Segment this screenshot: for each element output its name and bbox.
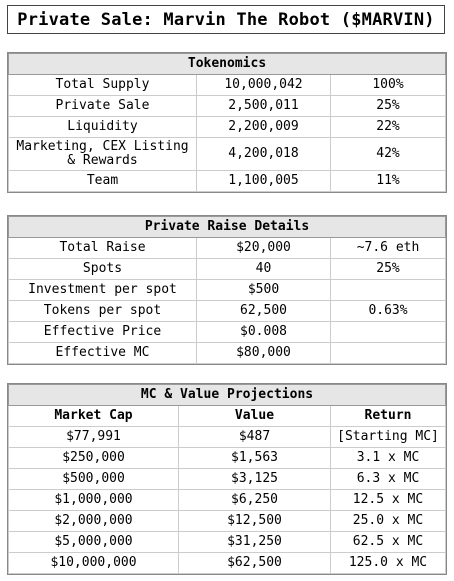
- row-percent: 100%: [329, 74, 447, 96]
- table-row: $2,000,000 $12,500 25.0 x MC: [8, 510, 446, 532]
- row-percent: 25%: [329, 95, 447, 117]
- row-return: 25.0 x MC: [330, 510, 446, 532]
- table-row: Total Supply 10,000,042 100%: [8, 74, 447, 96]
- row-extra: 0.63%: [329, 300, 447, 322]
- row-label: Marketing, CEX Listing & Rewards: [8, 137, 197, 171]
- row-value: $6,250: [178, 489, 331, 511]
- table-row: Liquidity 2,200,009 22%: [8, 116, 447, 138]
- column-header-return: Return: [330, 405, 446, 427]
- row-percent: 22%: [329, 116, 447, 138]
- row-market-cap: $250,000: [8, 447, 179, 469]
- row-value: $1,563: [178, 447, 331, 469]
- table-row: Investment per spot $500: [8, 279, 447, 301]
- page-title: Private Sale: Marvin The Robot ($MARVIN): [7, 5, 445, 34]
- row-label: Private Sale: [8, 95, 197, 117]
- table-row: Team 1,100,005 11%: [8, 170, 447, 192]
- row-percent: 42%: [329, 137, 447, 171]
- row-amount: 2,500,011: [196, 95, 331, 117]
- row-return: 125.0 x MC: [330, 552, 446, 574]
- row-label: Team: [8, 170, 197, 192]
- row-market-cap: $1,000,000: [8, 489, 179, 511]
- table-row: $10,000,000 $62,500 125.0 x MC: [8, 552, 446, 574]
- row-label: Tokens per spot: [8, 300, 197, 322]
- row-amount: 10,000,042: [196, 74, 331, 96]
- table-row: Total Raise $20,000 ~7.6 eth: [8, 237, 447, 259]
- row-value: 62,500: [196, 300, 331, 322]
- row-amount: 1,100,005: [196, 170, 331, 192]
- row-market-cap: $2,000,000: [8, 510, 179, 532]
- row-label: Effective Price: [8, 321, 197, 343]
- row-amount: 4,200,018: [196, 137, 331, 171]
- table-row: $500,000 $3,125 6.3 x MC: [8, 468, 446, 490]
- row-extra: 25%: [329, 258, 447, 280]
- raise-details-table: Private Raise Details Total Raise $20,00…: [6, 215, 448, 365]
- row-market-cap: $5,000,000: [8, 531, 179, 553]
- row-label: Investment per spot: [8, 279, 197, 301]
- projections-header: MC & Value Projections: [8, 384, 446, 406]
- column-header-value: Value: [178, 405, 331, 427]
- row-label: Liquidity: [8, 116, 197, 138]
- row-value: $487: [178, 426, 331, 448]
- row-label: Total Supply: [8, 74, 197, 96]
- table-row: $77,991 $487 [Starting MC]: [8, 426, 446, 448]
- row-return: 6.3 x MC: [330, 468, 446, 490]
- row-return: 12.5 x MC: [330, 489, 446, 511]
- row-value: $62,500: [178, 552, 331, 574]
- table-row: Effective MC $80,000: [8, 342, 447, 364]
- table-row: Private Sale 2,500,011 25%: [8, 95, 447, 117]
- row-extra: [329, 321, 447, 343]
- row-return: [Starting MC]: [330, 426, 446, 448]
- row-extra: [329, 279, 447, 301]
- tokenomics-header: Tokenomics: [7, 53, 447, 75]
- row-extra: ~7.6 eth: [329, 237, 447, 259]
- row-percent: 11%: [329, 170, 447, 192]
- table-row: Effective Price $0.008: [8, 321, 447, 343]
- row-value: $500: [196, 279, 331, 301]
- row-label: Effective MC: [8, 342, 197, 364]
- row-value: $20,000: [196, 237, 331, 259]
- table-row: Tokens per spot 62,500 0.63%: [8, 300, 447, 322]
- row-value: $80,000: [196, 342, 331, 364]
- tokenomics-table: Tokenomics Total Supply 10,000,042 100% …: [6, 52, 448, 193]
- table-row: $1,000,000 $6,250 12.5 x MC: [8, 489, 446, 511]
- row-value: 40: [196, 258, 331, 280]
- projections-table: MC & Value Projections Market Cap Value …: [7, 383, 447, 575]
- row-value: $31,250: [178, 531, 331, 553]
- table-row: Marketing, CEX Listing & Rewards 4,200,0…: [8, 137, 447, 171]
- row-label: Total Raise: [8, 237, 197, 259]
- raise-header: Private Raise Details: [7, 216, 447, 238]
- row-amount: 2,200,009: [196, 116, 331, 138]
- table-row: $250,000 $1,563 3.1 x MC: [8, 447, 446, 469]
- row-extra: [329, 342, 447, 364]
- row-return: 3.1 x MC: [330, 447, 446, 469]
- table-row: $5,000,000 $31,250 62.5 x MC: [8, 531, 446, 553]
- row-market-cap: $500,000: [8, 468, 179, 490]
- row-market-cap: $10,000,000: [8, 552, 179, 574]
- row-market-cap: $77,991: [8, 426, 179, 448]
- column-header-row: Market Cap Value Return: [8, 405, 446, 427]
- row-value: $3,125: [178, 468, 331, 490]
- row-value: $0.008: [196, 321, 331, 343]
- table-row: Spots 40 25%: [8, 258, 447, 280]
- row-value: $12,500: [178, 510, 331, 532]
- row-label: Spots: [8, 258, 197, 280]
- column-header-market-cap: Market Cap: [8, 405, 179, 427]
- row-return: 62.5 x MC: [330, 531, 446, 553]
